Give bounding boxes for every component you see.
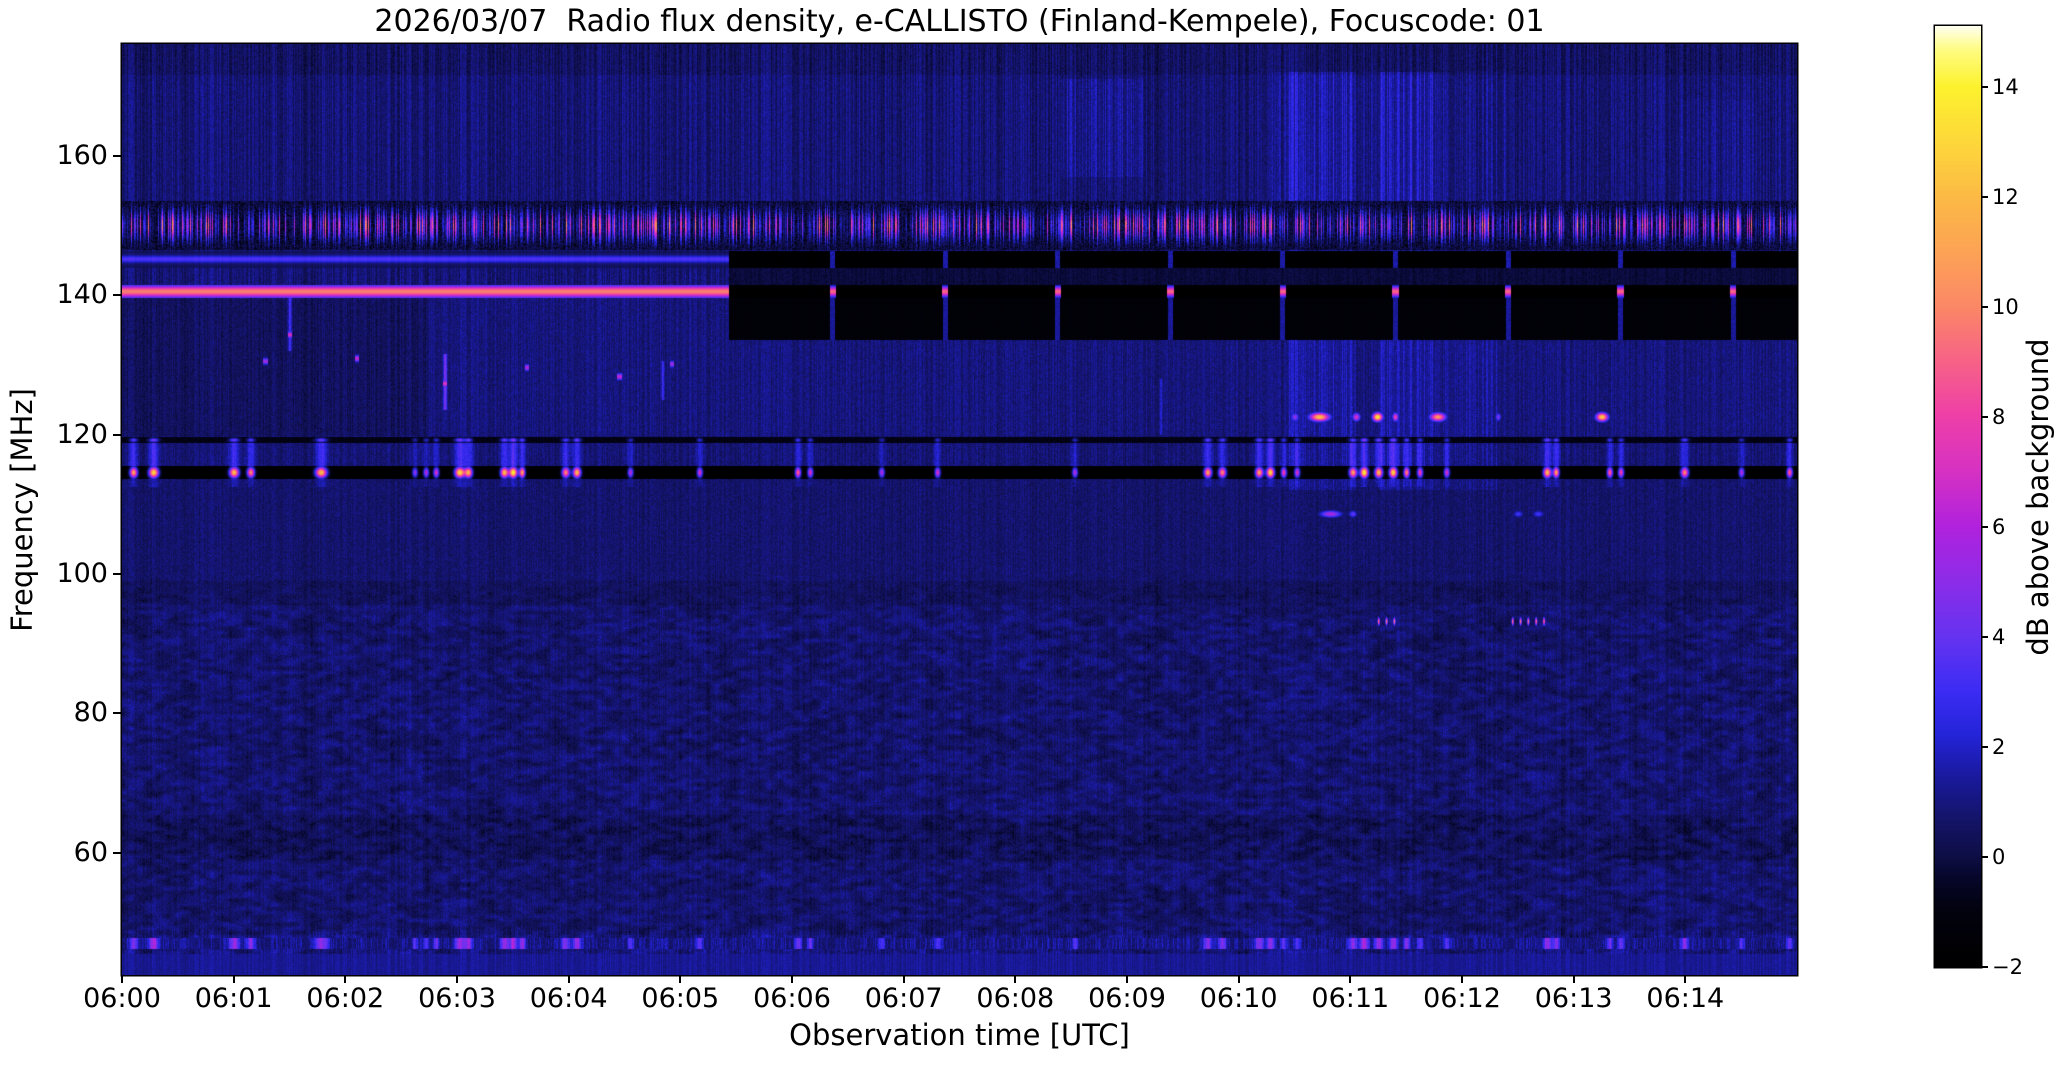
colorbar-tick-label: 6 xyxy=(1992,514,2006,539)
x-tick-mark xyxy=(1237,975,1240,983)
y-tick-mark xyxy=(113,433,122,436)
spectrogram-canvas xyxy=(122,44,1797,975)
colorbar-tick-label: 2 xyxy=(1992,734,2006,759)
x-tick-mark xyxy=(567,975,570,983)
plot-area xyxy=(122,44,1797,975)
x-tick-label: 06:03 xyxy=(418,983,496,1014)
y-tick-label: 60 xyxy=(73,836,108,868)
colorbar-tick-mark xyxy=(1981,85,1988,88)
x-tick-label: 06:08 xyxy=(976,983,1055,1014)
x-axis-label: Observation time [UTC] xyxy=(789,1018,1130,1052)
colorbar-tick-label: 12 xyxy=(1992,184,2019,209)
colorbar-tick-mark xyxy=(1981,966,1988,968)
x-tick-mark xyxy=(1349,975,1352,983)
chart-title: 2026/03/07 Radio flux density, e-CALLIST… xyxy=(374,4,1545,39)
y-tick-label: 100 xyxy=(56,558,108,589)
x-tick-label: 06:05 xyxy=(641,983,720,1014)
colorbar-tick-label: 4 xyxy=(1992,624,2006,649)
colorbar-tick-mark xyxy=(1981,635,1988,638)
y-tick-label: 140 xyxy=(56,279,108,311)
y-tick-label: 160 xyxy=(56,139,108,171)
colorbar-tick-mark xyxy=(1981,525,1988,528)
y-tick-mark xyxy=(113,154,122,157)
colorbar-tick-mark xyxy=(1981,305,1988,308)
x-tick-label: 06:09 xyxy=(1088,983,1166,1014)
x-tick-mark xyxy=(902,975,905,983)
x-tick-mark xyxy=(791,975,793,983)
x-tick-label: 06:01 xyxy=(194,983,273,1014)
colorbar-tick-mark xyxy=(1981,855,1988,858)
y-tick-mark xyxy=(113,294,122,297)
x-tick-label: 06:06 xyxy=(753,983,831,1014)
x-tick-label: 06:11 xyxy=(1311,983,1390,1014)
y-tick-label: 120 xyxy=(56,418,108,450)
colorbar-tick-label: 14 xyxy=(1992,74,2019,99)
colorbar-tick-label: 0 xyxy=(1992,844,2006,869)
x-tick-label: 06:13 xyxy=(1534,983,1613,1014)
y-tick-mark xyxy=(113,712,122,715)
colorbar-tick-mark xyxy=(1981,415,1988,418)
x-tick-mark xyxy=(1684,975,1687,983)
colorbar-tick-mark xyxy=(1981,745,1988,748)
colorbar xyxy=(1935,26,1981,967)
colorbar-tick-label: 10 xyxy=(1992,294,2019,319)
x-tick-mark xyxy=(1126,975,1128,983)
x-tick-label: 06:07 xyxy=(864,983,943,1014)
x-tick-label: 06:04 xyxy=(529,983,608,1014)
x-tick-label: 06:12 xyxy=(1423,983,1501,1014)
colorbar-label: dB above background xyxy=(2021,338,2055,656)
y-tick-label: 80 xyxy=(73,697,108,729)
x-tick-mark xyxy=(1572,975,1575,983)
x-tick-mark xyxy=(344,975,347,983)
colorbar-tick-mark xyxy=(1981,195,1988,198)
x-tick-mark xyxy=(1461,975,1463,983)
x-tick-mark xyxy=(679,975,682,983)
y-tick-mark xyxy=(113,573,122,575)
x-tick-mark xyxy=(232,975,235,983)
colorbar-canvas xyxy=(1935,26,1981,967)
x-tick-label: 06:14 xyxy=(1646,983,1725,1014)
x-tick-mark xyxy=(121,975,123,983)
x-tick-mark xyxy=(456,975,458,983)
x-tick-mark xyxy=(1014,975,1017,983)
x-tick-label: 06:00 xyxy=(83,983,161,1014)
colorbar-tick-label: 8 xyxy=(1992,404,2006,429)
x-tick-label: 06:02 xyxy=(306,983,385,1014)
x-tick-label: 06:10 xyxy=(1199,983,1278,1014)
y-tick-mark xyxy=(113,851,122,854)
colorbar-tick-label: −2 xyxy=(1992,955,2023,979)
